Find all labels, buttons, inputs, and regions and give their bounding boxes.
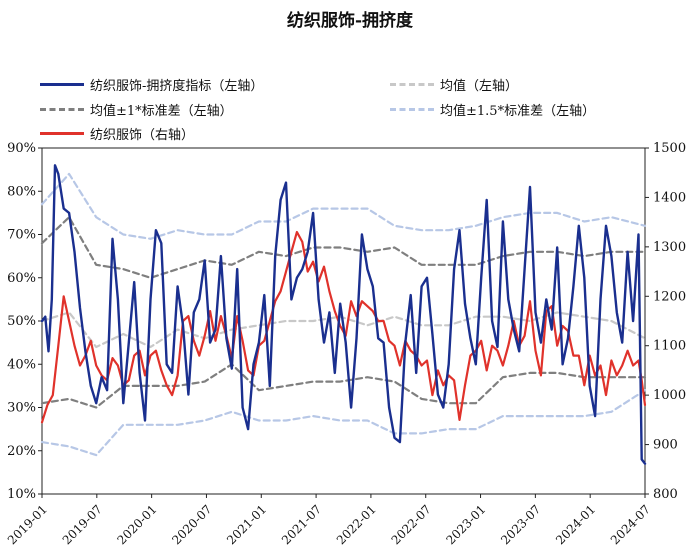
x-tick-label: 2024-07 <box>608 502 653 547</box>
right-tick-label: 800 <box>653 487 678 502</box>
right-tick-label: 1400 <box>653 190 686 205</box>
x-tick-label: 2020-01 <box>115 502 160 547</box>
left-tick-label: 80% <box>7 184 36 199</box>
legend-item-textile-index: 纺织服饰（右轴） <box>40 124 194 143</box>
x-tick-label: 2021-07 <box>279 502 324 547</box>
x-tick-label: 2019-01 <box>5 502 50 547</box>
legend-swatch-textile-index <box>40 132 84 135</box>
x-tick-label: 2020-07 <box>169 502 214 547</box>
right-tick-label: 1200 <box>653 289 686 304</box>
legend-label-mean-1sd: 均值±1*标准差（左轴） <box>90 104 233 119</box>
x-tick-label: 2022-01 <box>334 502 379 547</box>
legend-item-mean: 均值（左轴） <box>390 75 518 94</box>
x-tick-label: 2019-07 <box>60 502 105 547</box>
legend-swatch-mean-1sd <box>40 108 84 111</box>
left-tick-label: 20% <box>7 444 36 459</box>
legend-swatch-crowding <box>40 83 84 86</box>
series-line-5 <box>40 389 647 457</box>
x-tick-label: 2022-07 <box>389 502 434 547</box>
left-tick-label: 70% <box>7 228 36 243</box>
legend-label-mean: 均值（左轴） <box>440 79 519 94</box>
legend-label-textile-index: 纺织服饰（右轴） <box>90 128 195 143</box>
series-line-0 <box>40 164 647 465</box>
legend-label-mean-1-5sd: 均值±1.5*标准差（左轴） <box>440 104 596 119</box>
right-tick-label: 1300 <box>653 240 686 255</box>
x-tick-label: 2024-01 <box>553 502 598 547</box>
x-tick-label: 2023-07 <box>498 502 543 547</box>
series-line-3 <box>40 363 647 409</box>
left-tick-label: 60% <box>7 271 36 286</box>
left-tick-label: 40% <box>7 357 36 372</box>
legend-label-crowding: 纺织服饰-拥挤度指标（左轴） <box>90 79 264 94</box>
x-tick-label: 2021-01 <box>224 502 269 547</box>
legend-item-mean-1-5sd: 均值±1.5*标准差（左轴） <box>390 100 595 119</box>
right-tick-label: 900 <box>653 438 678 453</box>
right-tick-label: 1100 <box>653 339 686 354</box>
left-tick-label: 50% <box>7 314 36 329</box>
legend-swatch-mean-1-5sd <box>390 108 434 111</box>
legend-swatch-mean <box>390 83 434 86</box>
legend-item-crowding: 纺织服饰-拥挤度指标（左轴） <box>40 75 263 94</box>
series-line-4 <box>40 172 647 240</box>
right-tick-label: 1000 <box>653 388 686 403</box>
left-tick-label: 10% <box>7 487 36 502</box>
left-tick-label: 90% <box>7 141 36 156</box>
x-tick-label: 2023-01 <box>443 502 488 547</box>
right-tick-label: 1500 <box>653 141 686 156</box>
left-tick-label: 30% <box>7 401 36 416</box>
chart-title: 纺织服饰-拥挤度 <box>286 11 414 31</box>
chart-legend: 纺织服饰-拥挤度指标（左轴） 均值（左轴） 均值±1*标准差（左轴） 均值±1.… <box>0 0 700 150</box>
series-line-2 <box>40 216 647 279</box>
legend-item-mean-1sd: 均值±1*标准差（左轴） <box>40 100 233 119</box>
